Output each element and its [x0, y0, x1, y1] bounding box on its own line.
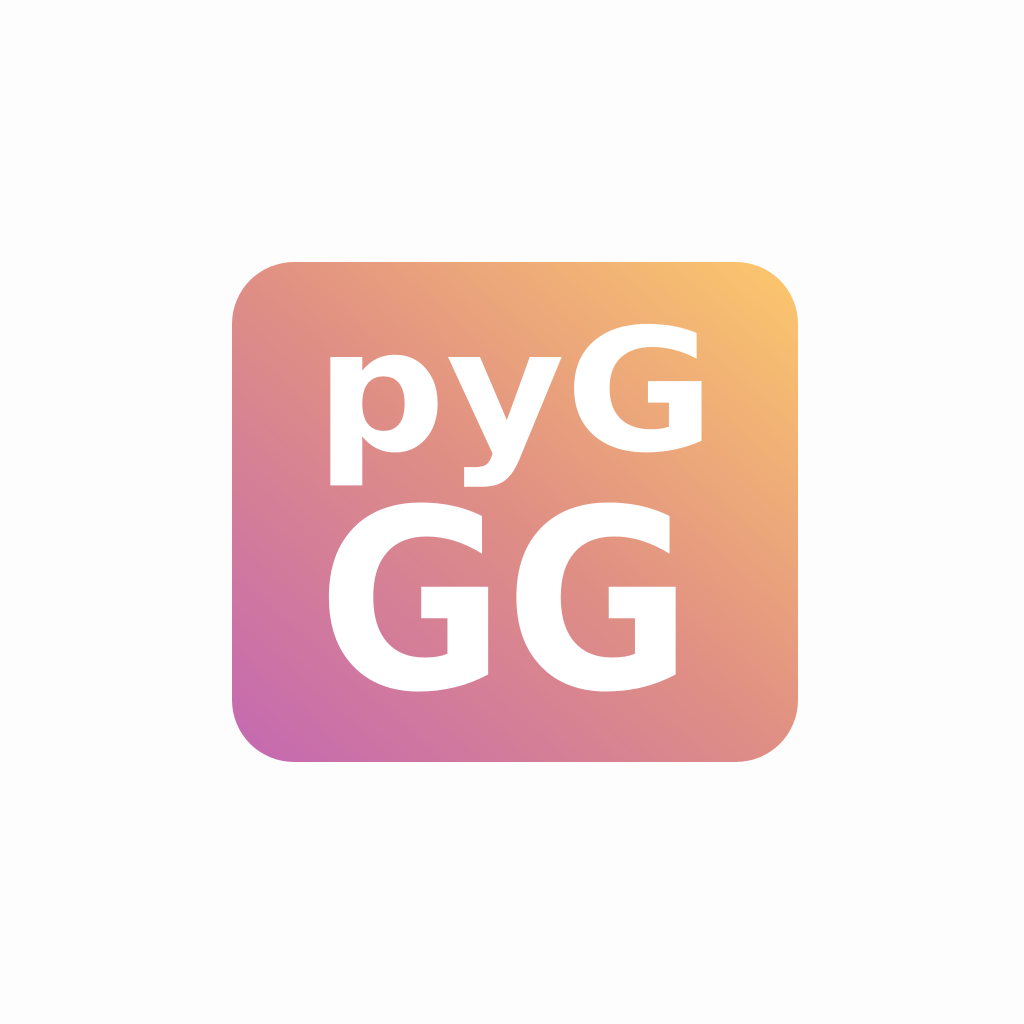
- logo-line: GG: [318, 456, 693, 747]
- logo-line: pyG: [315, 293, 715, 491]
- logo-badge: [232, 262, 798, 762]
